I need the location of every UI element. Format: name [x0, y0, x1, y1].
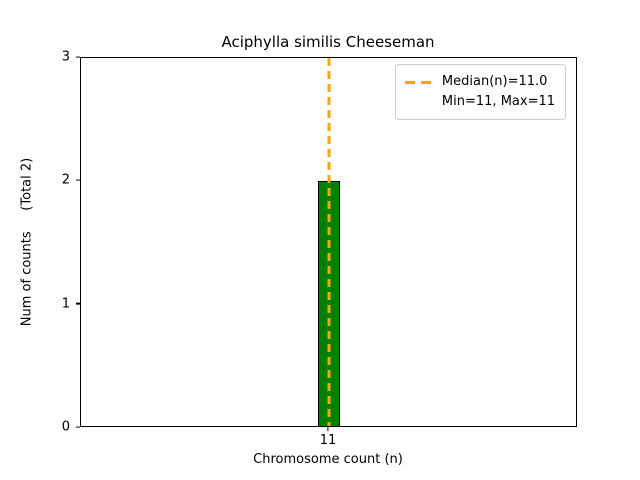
y-tick-mark: [76, 426, 80, 428]
median-dashed-line: [327, 58, 330, 426]
y-tick-mark: [76, 56, 80, 58]
legend-label-median: Median(n)=11.0: [441, 74, 548, 89]
orange-dashed-line-icon: [404, 80, 432, 84]
legend-empty-sample: [405, 101, 432, 104]
x-axis-label: Chromosome count (n): [253, 452, 403, 467]
y-tick-mark: [76, 303, 80, 305]
x-tick-label: 11: [319, 433, 337, 448]
x-tick-mark: [327, 427, 329, 431]
chart-title: Aciphylla similis Cheeseman: [221, 33, 435, 51]
y-tick-label: 3: [61, 49, 70, 65]
legend-entry-minmax: Min=11, Max=11: [405, 92, 555, 112]
legend: Median(n)=11.0 Min=11, Max=11: [394, 64, 566, 120]
y-tick-label: 0: [61, 419, 70, 435]
legend-label-minmax: Min=11, Max=11: [441, 94, 555, 109]
plot-area: Median(n)=11.0 Min=11, Max=11: [80, 57, 577, 427]
y-tick-label: 1: [61, 296, 70, 312]
legend-entry-median: Median(n)=11.0: [404, 72, 555, 92]
y-tick-mark: [76, 179, 80, 181]
y-tick-label: 2: [61, 172, 70, 188]
y-axis-label: Num of counts (Total 2): [19, 157, 35, 327]
